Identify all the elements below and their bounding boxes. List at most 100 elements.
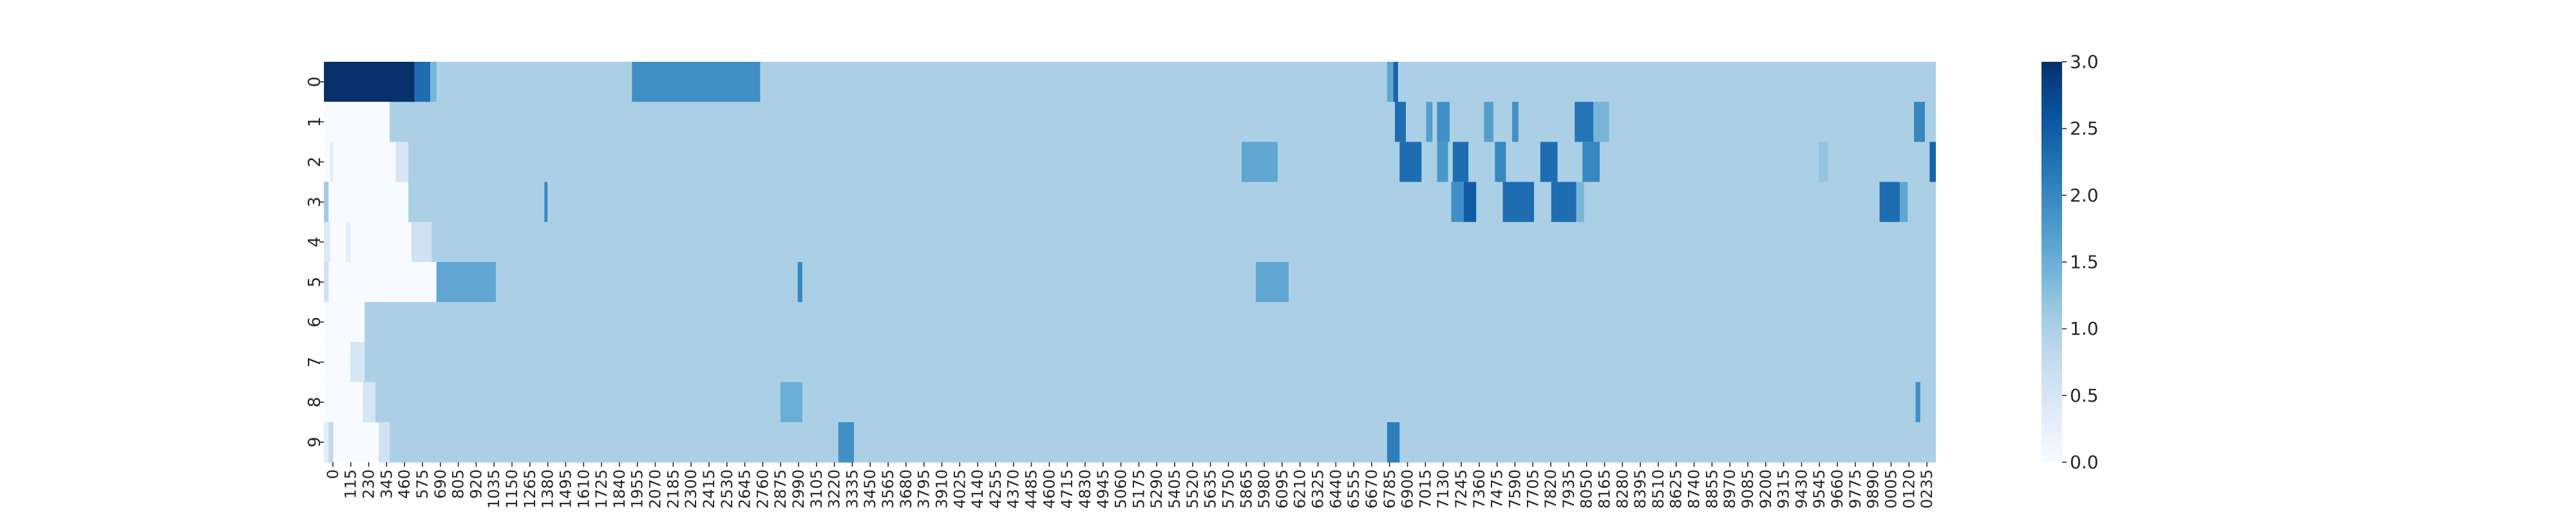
heatmap-cell-row4-seg1 <box>330 221 346 263</box>
heatmap-cell-row9-seg4 <box>838 422 855 463</box>
heatmap-row-1-base <box>324 102 1936 142</box>
x-tick-label-3: 345 <box>377 469 395 499</box>
x-tick-label-82: 9430 <box>1792 469 1810 509</box>
heatmap-cell-row2-seg5 <box>1399 142 1422 183</box>
x-tick-label-50: 5750 <box>1219 469 1237 509</box>
x-tick-label-85: 9775 <box>1846 469 1864 509</box>
x-tick-label-8: 920 <box>467 469 485 499</box>
heatmap-cell-row2-seg4 <box>1242 142 1278 183</box>
y-tick-label-9: 9 <box>305 437 325 448</box>
heatmap-row-9-base <box>324 422 1936 463</box>
x-tick-label-19: 2185 <box>664 469 682 509</box>
x-tick-label-60: 6900 <box>1399 469 1417 509</box>
heatmap-cell-row3-seg3 <box>1451 182 1464 223</box>
x-tick-label-33: 3795 <box>915 469 933 509</box>
x-tick-label-16: 1840 <box>611 469 629 509</box>
x-tick-label-71: 8165 <box>1595 469 1613 509</box>
heatmap-cell-row3-seg1 <box>328 182 409 223</box>
heatmap-row-2-base <box>324 142 1936 183</box>
heatmap-cell-row0-seg0 <box>324 62 415 102</box>
x-tick-label-57: 6555 <box>1345 469 1363 509</box>
x-tick-label-41: 4715 <box>1058 469 1076 509</box>
colorbar-tick-label-4: 2.0 <box>2070 185 2099 206</box>
x-tick-label-55: 6325 <box>1309 469 1327 509</box>
x-tick-label-37: 4255 <box>987 469 1005 509</box>
x-tick-label-4: 460 <box>395 469 413 499</box>
heatmap-cell-row3-seg2 <box>544 182 548 223</box>
heatmap-cell-row3-seg9 <box>1900 182 1908 223</box>
colorbar-tick-label-2: 1.0 <box>2070 318 2099 339</box>
heatmap-cell-row0-seg4 <box>1387 62 1394 102</box>
y-tick-label-5: 5 <box>305 277 325 288</box>
heatmap-cell-row4-seg2 <box>345 221 351 263</box>
x-tick-label-48: 5520 <box>1184 469 1202 509</box>
heatmap-cell-row2-seg1 <box>330 142 334 183</box>
x-tick-label-89: 0235 <box>1918 469 1936 509</box>
x-tick-label-22: 2530 <box>718 469 736 509</box>
x-tick-label-64: 7360 <box>1470 469 1488 509</box>
heatmap-cell-row5-seg2 <box>436 262 497 303</box>
heatmap-cell-row5-seg1 <box>328 262 437 303</box>
colorbar-gradient <box>2041 62 2062 462</box>
x-tick-label-65: 7475 <box>1488 469 1506 509</box>
colorbar-tick-label-0: 0.0 <box>2070 452 2099 473</box>
heatmap-cell-row4-seg0 <box>324 221 330 263</box>
x-tick-label-5: 575 <box>413 469 431 499</box>
x-tick-label-84: 9660 <box>1828 469 1846 509</box>
x-tick-label-10: 1150 <box>503 469 521 509</box>
heatmap-row-7-base <box>324 342 1936 383</box>
heatmap-cell-row1-seg1 <box>1395 102 1406 142</box>
heatmap-row-5-base <box>324 262 1936 303</box>
x-tick-label-40: 4600 <box>1040 469 1058 509</box>
x-tick-label-75: 8625 <box>1667 469 1685 509</box>
heatmap-cell-row0-seg5 <box>1393 62 1398 102</box>
x-tick-label-27: 3105 <box>808 469 826 509</box>
heatmap-cell-row2-seg12 <box>1929 142 1936 183</box>
x-tick-label-56: 6440 <box>1327 469 1345 509</box>
colorbar-tick-label-5: 2.5 <box>2070 118 2099 139</box>
heatmap-cell-row6-seg0 <box>324 302 365 342</box>
x-tick-label-61: 7015 <box>1416 469 1434 509</box>
x-tick-label-20: 2300 <box>682 469 700 509</box>
x-tick-label-2: 230 <box>360 469 378 499</box>
heatmap-cell-row2-seg3 <box>395 142 409 183</box>
x-tick-label-9: 1035 <box>485 469 503 509</box>
x-tick-label-45: 5175 <box>1130 469 1148 509</box>
heatmap-cell-row9-seg0 <box>324 422 329 463</box>
x-tick-label-79: 9085 <box>1739 469 1757 509</box>
x-tick-label-17: 1955 <box>629 469 647 509</box>
x-tick-label-39: 4485 <box>1023 469 1041 509</box>
heatmap-cell-row1-seg7 <box>1593 102 1609 142</box>
colorbar: 0.0 0.5 1.0 1.5 2.0 2.5 3.0 <box>2041 52 2099 473</box>
heatmap-cell-row8-seg3 <box>1915 382 1920 423</box>
x-tick-label-53: 6095 <box>1273 469 1291 509</box>
x-tick-label-81: 9315 <box>1775 469 1793 509</box>
x-tick-label-13: 1495 <box>556 469 574 509</box>
heatmap-cell-row8-seg1 <box>363 382 376 423</box>
x-tick-label-86: 9890 <box>1864 469 1882 509</box>
x-tick-label-1: 115 <box>342 469 360 499</box>
heatmap-cells <box>324 62 1936 463</box>
heatmap-row-3-base <box>324 182 1936 223</box>
x-tick-label-76: 8740 <box>1685 469 1703 509</box>
x-tick-label-80: 9200 <box>1757 469 1775 509</box>
heatmap-cell-row2-seg10 <box>1582 142 1600 183</box>
colorbar-tick-label-3: 1.5 <box>2070 252 2099 273</box>
heatmap-cell-row8-seg0 <box>324 382 363 423</box>
y-tick-label-2: 2 <box>305 156 325 167</box>
x-tick-label-15: 1725 <box>592 469 611 509</box>
x-tick-label-38: 4370 <box>1005 469 1023 509</box>
x-tick-label-72: 8280 <box>1613 469 1631 509</box>
heatmap-cell-row0-seg3 <box>632 62 761 102</box>
heatmap-cell-row3-seg6 <box>1551 182 1577 223</box>
heatmap-cell-row2-seg8 <box>1495 142 1506 183</box>
x-tick-label-28: 3220 <box>826 469 844 509</box>
x-tick-label-68: 7820 <box>1542 469 1560 509</box>
heatmap-row-4-base <box>324 221 1936 263</box>
x-tick-label-0: 0 <box>324 469 342 479</box>
y-tick-label-7: 7 <box>305 357 325 368</box>
x-tick-label-63: 7245 <box>1452 469 1470 509</box>
y-tick-label-6: 6 <box>305 317 325 328</box>
heatmap-cell-row2-seg9 <box>1540 142 1558 183</box>
heatmap-cell-row9-seg2 <box>333 422 379 463</box>
